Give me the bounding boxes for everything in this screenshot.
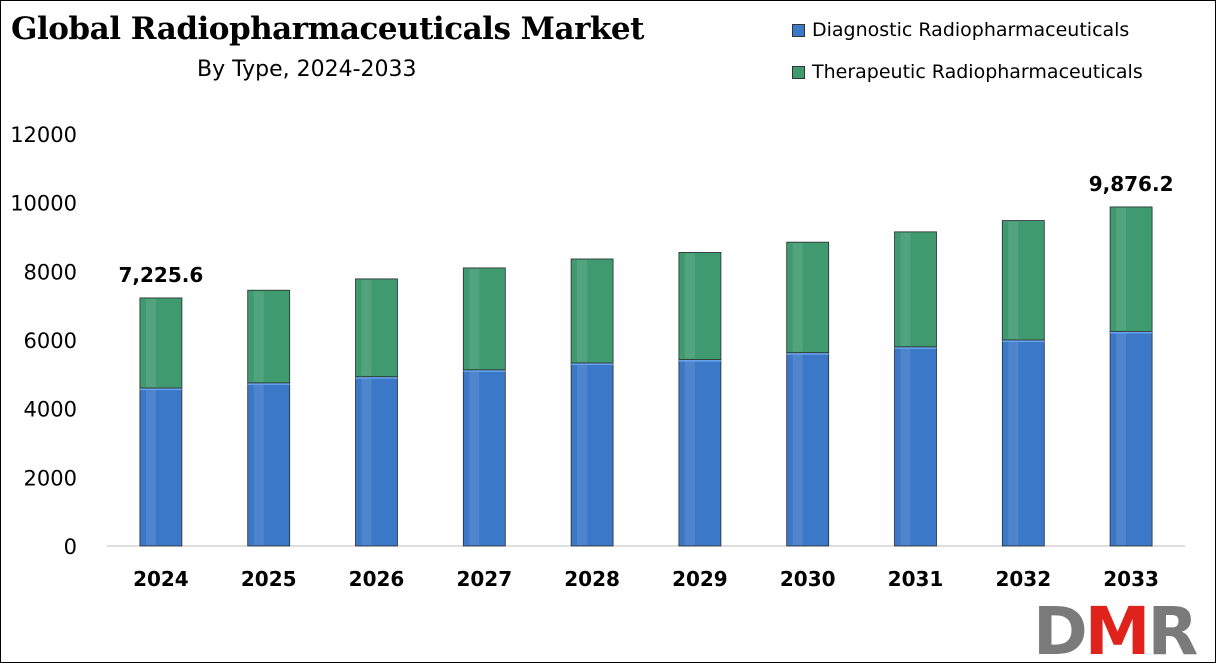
x-tick-label-2033: 2033 bbox=[1103, 567, 1159, 591]
x-tick-label-2027: 2027 bbox=[456, 567, 512, 591]
bar-diagnostic-2033 bbox=[1109, 331, 1153, 547]
legend-swatch-diagnostic bbox=[792, 23, 805, 37]
bar-shine-0-2031 bbox=[900, 347, 911, 545]
chart-subtitle: By Type, 2024-2033 bbox=[197, 57, 417, 82]
y-tick-label-0: 0 bbox=[64, 535, 77, 559]
bar-diagnostic-2029 bbox=[678, 359, 722, 547]
bar-shine-0-2025 bbox=[253, 383, 264, 545]
bar-shine-1-2026 bbox=[361, 279, 372, 376]
bar-shine-0-2029 bbox=[684, 360, 695, 545]
bar-therapeutic-2030 bbox=[786, 241, 830, 354]
dmr-logo: DMR bbox=[1033, 599, 1198, 663]
y-tick-label-8000: 8000 bbox=[24, 260, 77, 284]
bar-shine-0-2026 bbox=[361, 377, 372, 545]
x-tick-label-2030: 2030 bbox=[780, 567, 836, 591]
bar-shine-0-2024 bbox=[145, 389, 156, 545]
x-tick-label-2025: 2025 bbox=[241, 567, 297, 591]
legend: Diagnostic Radiopharmaceuticals Therapeu… bbox=[792, 9, 1143, 93]
x-tick-label-2031: 2031 bbox=[888, 567, 944, 591]
legend-item-therapeutic: Therapeutic Radiopharmaceuticals bbox=[792, 51, 1143, 93]
bar-shine-1-2029 bbox=[684, 253, 695, 359]
bar-shine-1-2032 bbox=[1008, 221, 1019, 339]
bar-therapeutic-2032 bbox=[1001, 220, 1045, 341]
bar-therapeutic-2027 bbox=[462, 267, 506, 371]
x-tick-label-2029: 2029 bbox=[672, 567, 728, 591]
bar-therapeutic-2029 bbox=[678, 252, 722, 360]
bar-shine-1-2031 bbox=[900, 232, 911, 346]
x-tick-label-2028: 2028 bbox=[564, 567, 620, 591]
logo-letter-r: R bbox=[1147, 593, 1198, 663]
data-label-total-2024: 7,225.6 bbox=[119, 263, 204, 287]
logo-letter-d: D bbox=[1033, 593, 1088, 663]
x-tick-label-2024: 2024 bbox=[133, 567, 189, 591]
logo-letter-m: M bbox=[1084, 593, 1151, 663]
legend-item-diagnostic: Diagnostic Radiopharmaceuticals bbox=[792, 9, 1143, 51]
legend-label-diagnostic: Diagnostic Radiopharmaceuticals bbox=[812, 19, 1130, 41]
bar-shine-0-2027 bbox=[469, 370, 480, 545]
y-tick-label-4000: 4000 bbox=[24, 398, 77, 422]
bar-shine-1-2030 bbox=[792, 243, 803, 352]
bar-diagnostic-2026 bbox=[355, 376, 398, 547]
x-tick-label-2026: 2026 bbox=[349, 567, 405, 591]
bar-therapeutic-2028 bbox=[570, 258, 614, 364]
bar-shine-1-2025 bbox=[253, 291, 264, 382]
y-tick-label-10000: 10000 bbox=[10, 192, 77, 216]
bar-diagnostic-2030 bbox=[786, 352, 830, 547]
bar-diagnostic-2027 bbox=[462, 369, 506, 547]
bar-therapeutic-2031 bbox=[894, 231, 937, 348]
y-tick-label-6000: 6000 bbox=[24, 329, 77, 353]
bar-diagnostic-2032 bbox=[1001, 339, 1045, 547]
bar-therapeutic-2025 bbox=[247, 289, 291, 384]
x-tick-label-2032: 2032 bbox=[995, 567, 1051, 591]
chart-title: Global Radiopharmaceuticals Market bbox=[11, 11, 644, 47]
bar-shine-1-2027 bbox=[469, 268, 480, 369]
y-tick-label-2000: 2000 bbox=[24, 466, 77, 490]
legend-swatch-therapeutic bbox=[792, 65, 805, 79]
bar-therapeutic-2024 bbox=[139, 297, 183, 389]
bar-shine-0-2028 bbox=[577, 364, 588, 545]
bar-shine-0-2032 bbox=[1008, 341, 1019, 545]
bar-shine-1-2024 bbox=[145, 298, 156, 388]
bar-shine-0-2033 bbox=[1116, 332, 1127, 545]
bar-shine-1-2033 bbox=[1116, 207, 1127, 331]
bar-therapeutic-2026 bbox=[355, 278, 398, 378]
bar-shine-0-2030 bbox=[792, 353, 803, 545]
y-tick-label-12000: 12000 bbox=[10, 123, 77, 147]
bar-therapeutic-2033 bbox=[1109, 206, 1153, 332]
bar-shine-1-2028 bbox=[577, 259, 588, 363]
bar-diagnostic-2025 bbox=[247, 382, 291, 547]
bar-diagnostic-2031 bbox=[894, 346, 937, 547]
legend-label-therapeutic: Therapeutic Radiopharmaceuticals bbox=[812, 61, 1143, 83]
data-label-total-2033: 9,876.2 bbox=[1089, 172, 1174, 196]
